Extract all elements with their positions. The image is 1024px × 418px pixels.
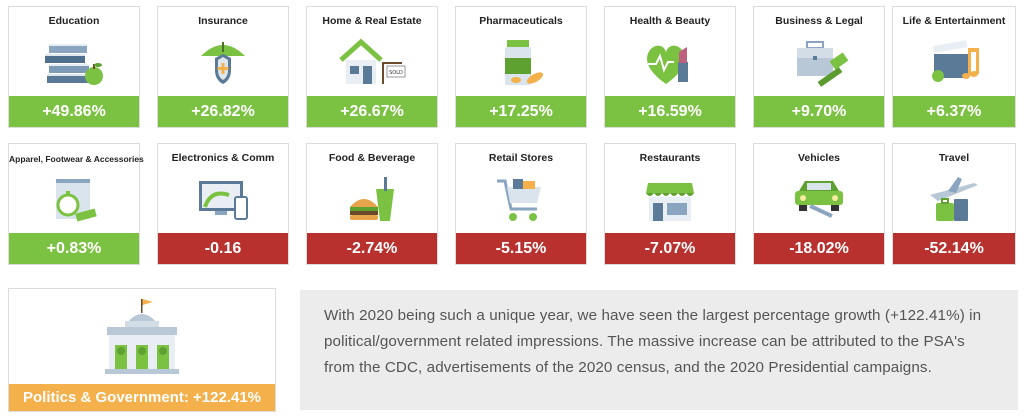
monitor-phone-icon: [158, 168, 288, 230]
growth-value: +9.70%: [754, 96, 884, 127]
category-card-retail-stores: Retail Stores -5.15%: [455, 143, 587, 265]
growth-value: +49.86%: [9, 96, 139, 127]
category-title: Home & Real Estate: [322, 15, 422, 27]
growth-value: +17.25%: [456, 96, 586, 127]
category-card-education: Education +49.86%: [8, 6, 140, 128]
category-card-politics-government: Politics & Government: +122.41%: [8, 288, 276, 412]
category-card-electronics-comm: Electronics & Comm -0.16: [157, 143, 289, 265]
growth-value: -2.74%: [307, 233, 437, 264]
politics-growth-value: Politics & Government: +122.41%: [9, 384, 275, 411]
growth-value: -0.16: [158, 233, 288, 264]
category-title: Retail Stores: [488, 152, 554, 164]
category-title: Travel: [938, 152, 970, 164]
category-title: Health & Beauty: [629, 15, 711, 27]
plane-luggage-icon: [893, 168, 1015, 230]
category-card-life-entertainment: Life & Entertainment +6.37%: [892, 6, 1016, 128]
category-card-restaurants: Restaurants -7.07%: [604, 143, 736, 265]
heart-lipstick-icon: [605, 31, 735, 93]
briefcase-gavel-icon: [754, 31, 884, 93]
svg-text:SOLD: SOLD: [389, 70, 403, 76]
growth-value: -7.07%: [605, 233, 735, 264]
growth-value: -5.15%: [456, 233, 586, 264]
category-title: Business & Legal: [775, 15, 863, 27]
category-title: Vehicles: [797, 152, 841, 164]
growth-value: -52.14%: [893, 233, 1015, 264]
storefront-icon: [605, 168, 735, 230]
car-wrench-icon: [754, 168, 884, 230]
category-title: Life & Entertainment: [902, 15, 1006, 27]
category-card-travel: Travel -52.14%: [892, 143, 1016, 265]
category-card-home-real-estate: Home & Real Estate SOLD +26.67%: [306, 6, 438, 128]
category-card-insurance: Insurance +26.82%: [157, 6, 289, 128]
category-card-pharmaceuticals: Pharmaceuticals +17.25%: [455, 6, 587, 128]
category-title: Food & Beverage: [328, 152, 416, 164]
pill-bottle-icon: [456, 31, 586, 93]
burger-drink-icon: [307, 168, 437, 230]
growth-value: -18.02%: [754, 233, 884, 264]
books-apple-icon: [9, 31, 139, 93]
government-building-icon: [9, 291, 275, 383]
umbrella-shield-icon: [158, 31, 288, 93]
clothing-watch-icon: [9, 168, 139, 230]
category-title: Apparel, Footwear & Accessories: [9, 154, 144, 164]
growth-value: +26.67%: [307, 96, 437, 127]
house-sold-sign-icon: SOLD: [307, 31, 437, 93]
growth-value: +6.37%: [893, 96, 1015, 127]
growth-value: +16.59%: [605, 96, 735, 127]
category-card-vehicles: Vehicles -18.02%: [753, 143, 885, 265]
shopping-cart-icon: [456, 168, 586, 230]
clapperboard-music-icon: [893, 31, 1015, 93]
growth-value: +0.83%: [9, 233, 139, 264]
growth-value: +26.82%: [158, 96, 288, 127]
category-card-business-legal: Business & Legal +9.70%: [753, 6, 885, 128]
category-title: Pharmaceuticals: [479, 15, 563, 27]
category-card-food-beverage: Food & Beverage -2.74%: [306, 143, 438, 265]
category-title: Restaurants: [639, 152, 701, 164]
category-title: Electronics & Comm: [171, 152, 275, 164]
category-card-health-beauty: Health & Beauty +16.59%: [604, 6, 736, 128]
category-card-apparel-footwear-accessories: Apparel, Footwear & Accessories +0.83%: [8, 143, 144, 265]
category-title: Education: [48, 15, 100, 27]
category-title: Insurance: [198, 15, 248, 27]
description-panel: With 2020 being such a unique year, we h…: [300, 290, 1018, 410]
